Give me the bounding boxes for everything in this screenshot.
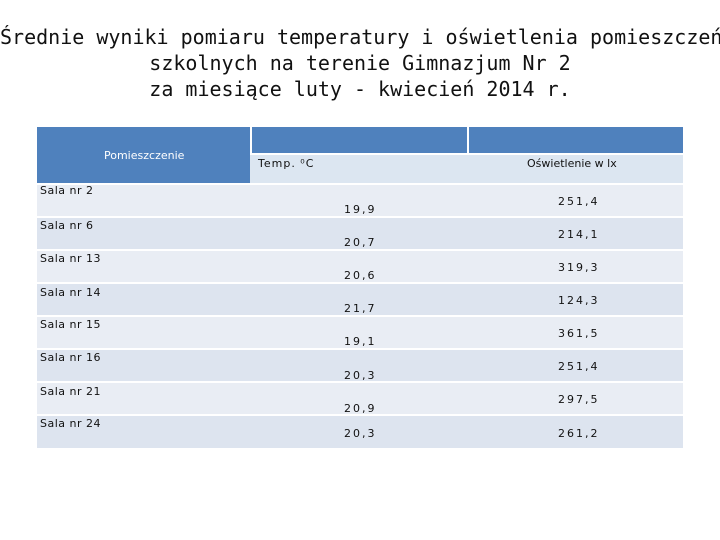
header-light-label: Oświetlenie w lx [527,157,617,170]
header-temp-label: Temp. ⁰C [258,157,315,170]
title-line-1: Średnie wyniki pomiaru temperatury i ośw… [0,25,720,49]
temp-value: 19,9 [344,203,377,216]
room-label: Sala nr 15 [40,318,102,331]
header-cell-room [37,127,250,183]
title-line-2: szkolnych na terenie Gimnazjum Nr 2 [149,51,571,75]
room-label: Sala nr 13 [40,252,102,265]
temp-value: 20,9 [344,402,377,415]
temp-value: 20,3 [344,427,377,440]
title-line-3: za miesiące luty - kwiecień 2014 r. [149,77,571,101]
temp-value: 19,1 [344,335,377,348]
temp-value: 21,7 [344,302,377,315]
temp-value: 20,7 [344,236,377,249]
light-value: 261,2 [558,427,600,440]
room-label: Sala nr 2 [40,184,94,197]
temp-value: 20,6 [344,269,377,282]
table-row-bg [37,284,683,315]
temp-value: 20,3 [344,369,377,382]
table-row-bg [37,317,683,348]
header-room-label: Pomieszczenie [104,149,185,162]
table-row-bg [37,383,683,414]
table-row-bg [37,416,683,448]
table-row-bg [37,251,683,282]
light-value: 124,3 [558,294,600,307]
header-cell-light-top [469,127,683,153]
table-row-bg [37,218,683,249]
light-value: 214,1 [558,228,600,241]
light-value: 251,4 [558,360,600,373]
header-cell-temp-top [252,127,467,153]
page-title: Średnie wyniki pomiaru temperatury i ośw… [0,24,720,102]
room-label: Sala nr 14 [40,286,102,299]
table-row-bg [37,185,683,216]
light-value: 319,3 [558,261,600,274]
header-cell-temp [250,155,469,183]
light-value: 361,5 [558,327,600,340]
light-value: 251,4 [558,195,600,208]
light-value: 297,5 [558,393,600,406]
table-row-bg [37,350,683,381]
header-cell-light [469,155,683,183]
room-label: Sala nr 16 [40,351,102,364]
room-label: Sala nr 6 [40,219,94,232]
room-label: Sala nr 21 [40,385,102,398]
room-label: Sala nr 24 [40,417,102,430]
